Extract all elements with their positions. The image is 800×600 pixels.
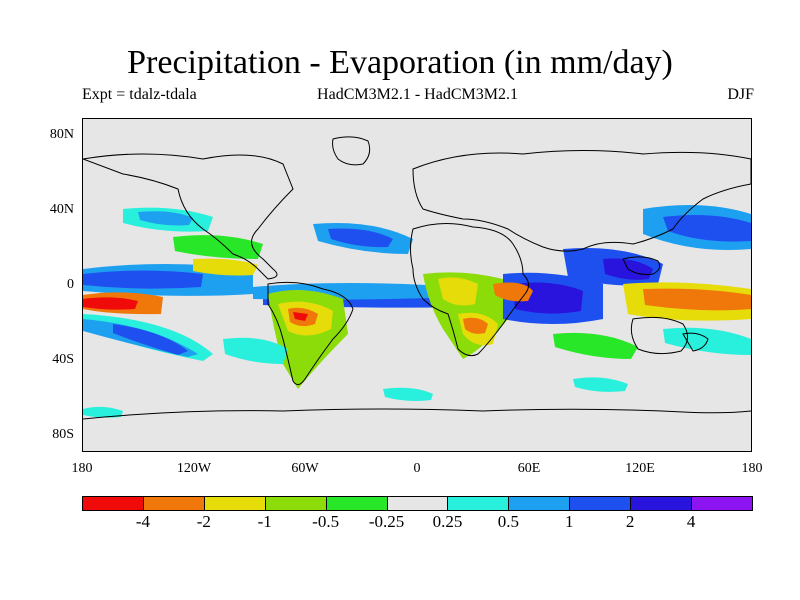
colorbar-cell xyxy=(203,496,266,511)
lat-label-40s: 40S xyxy=(52,352,74,367)
lon-label-0: 0 xyxy=(413,461,421,476)
lon-label-180w: 180 xyxy=(71,461,93,476)
colorbar-label: -0.25 xyxy=(368,512,405,531)
colorbar-label: 0.25 xyxy=(432,512,463,531)
colorbar xyxy=(82,496,753,511)
lon-label-120e: 120E xyxy=(625,461,655,476)
colorbar-label: -0.5 xyxy=(312,512,340,531)
colorbar-cell xyxy=(630,496,693,511)
lat-label-80n: 80N xyxy=(49,127,74,142)
season-label: DJF xyxy=(727,86,754,103)
colorbar-cell xyxy=(508,496,571,511)
colorbar-label: -2 xyxy=(196,512,211,531)
colorbar-cell xyxy=(142,496,205,511)
coastlines xyxy=(83,136,751,420)
plot-title: Precipitation - Evaporation (in mm/day) xyxy=(127,44,673,81)
lat-label-0: 0 xyxy=(67,277,74,292)
lon-label-60e: 60E xyxy=(517,461,541,476)
colorbar-cell xyxy=(325,496,388,511)
colorbar-cell xyxy=(264,496,327,511)
colorbar-cell xyxy=(569,496,632,511)
experiment-label: Expt = tdalz-tdala xyxy=(82,86,197,103)
colorbar-label: 1 xyxy=(565,512,574,531)
colorbar-label: 2 xyxy=(625,512,635,531)
lat-label-80s: 80S xyxy=(52,427,74,442)
colorbar-label: -4 xyxy=(135,512,150,531)
lon-label-60w: 60W xyxy=(291,461,319,476)
pe-map xyxy=(83,119,751,451)
colorbar-label: -1 xyxy=(257,512,272,531)
colorbar-cell xyxy=(447,496,510,511)
colorbar-cell xyxy=(691,496,753,511)
map-panel xyxy=(82,118,752,452)
colorbar-label: 4 xyxy=(686,512,696,531)
colorbar-cell xyxy=(82,496,144,511)
colorbar-label: 0.5 xyxy=(497,512,519,531)
lon-label-180e: 180 xyxy=(741,461,763,476)
lon-label-120w: 120W xyxy=(176,461,212,476)
colorbar-cell xyxy=(386,496,449,511)
lat-label-40n: 40N xyxy=(49,202,74,217)
model-comparison-label: HadCM3M2.1 - HadCM3M2.1 xyxy=(317,86,518,103)
